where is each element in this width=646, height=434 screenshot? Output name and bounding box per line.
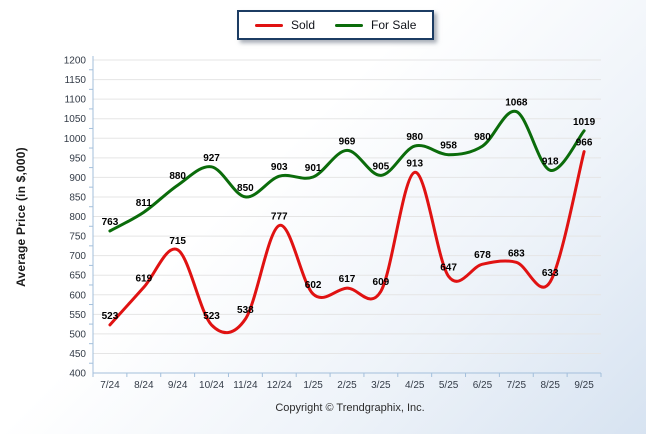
y-tick-label: 550: [69, 310, 86, 321]
y-tick-label: 750: [69, 232, 86, 243]
data-label: 602: [305, 280, 322, 291]
data-label: 918: [542, 156, 559, 167]
x-tick-label: 9/25: [574, 380, 594, 391]
legend-label-for-sale: For Sale: [371, 18, 417, 32]
y-tick-label: 600: [69, 290, 86, 301]
data-label: 683: [508, 248, 525, 259]
x-tick-label: 1/25: [303, 380, 323, 391]
data-label: 969: [339, 136, 356, 147]
data-label: 647: [440, 262, 457, 273]
legend-label-sold: Sold: [291, 18, 316, 32]
y-tick-label: 400: [69, 369, 86, 380]
x-tick-label: 6/25: [473, 380, 493, 391]
chart-legend: Sold For Sale: [237, 10, 435, 40]
x-tick-label: 11/24: [233, 380, 258, 391]
legend-item-sold[interactable]: Sold: [255, 18, 315, 32]
y-tick-label: 800: [69, 212, 86, 223]
data-label: 966: [576, 138, 593, 149]
y-tick-label: 1200: [64, 56, 87, 67]
data-label: 538: [237, 305, 254, 316]
x-tick-label: 12/24: [267, 380, 292, 391]
data-label: 633: [542, 268, 559, 279]
data-label: 777: [271, 211, 288, 222]
x-tick-label: 7/24: [100, 380, 120, 391]
data-label: 905: [373, 161, 390, 172]
x-tick-label: 8/24: [134, 380, 154, 391]
y-tick-label: 850: [69, 192, 86, 203]
data-label: 678: [474, 250, 491, 261]
x-tick-label: 10/24: [199, 380, 224, 391]
y-tick-label: 1050: [64, 114, 87, 125]
y-tick-label: 650: [69, 271, 86, 282]
data-label: 617: [339, 274, 356, 285]
y-tick-label: 900: [69, 173, 86, 184]
data-label: 523: [203, 311, 220, 322]
for-sale-line: [108, 110, 586, 233]
data-label: 903: [271, 162, 288, 173]
data-label: 1068: [505, 98, 528, 109]
data-label: 715: [169, 236, 186, 247]
y-tick-label: 1000: [64, 134, 87, 145]
y-axis-title: Average Price (in $,000): [14, 147, 28, 287]
data-label: 609: [373, 277, 390, 288]
x-tick-label: 4/25: [405, 380, 425, 391]
data-label: 927: [203, 153, 220, 164]
data-label: 980: [406, 132, 423, 143]
y-tick-label: 950: [69, 153, 86, 164]
x-tick-label: 5/25: [439, 380, 459, 391]
x-tick-label: 8/25: [540, 380, 560, 391]
x-tick-label: 9/24: [168, 380, 188, 391]
data-label: 619: [135, 273, 152, 284]
y-tick-label: 500: [69, 329, 86, 340]
data-label: 811: [136, 198, 153, 209]
data-label: 1019: [573, 117, 596, 128]
data-label: 901: [305, 163, 322, 174]
x-tick-label: 7/25: [507, 380, 527, 391]
data-label: 763: [102, 217, 119, 228]
data-label: 523: [102, 311, 119, 322]
x-tick-label: 3/25: [371, 380, 391, 391]
data-label: 850: [237, 183, 254, 194]
y-tick-label: 450: [69, 349, 86, 360]
x-tick-label: 2/25: [337, 380, 357, 391]
copyright-text: Copyright © Trendgraphix, Inc.: [275, 402, 425, 414]
legend-item-for-sale[interactable]: For Sale: [335, 18, 416, 32]
data-label: 980: [474, 132, 491, 143]
y-tick-label: 1100: [64, 95, 86, 106]
y-tick-label: 700: [69, 251, 86, 262]
sold-line: [108, 150, 586, 334]
data-label: 958: [440, 141, 457, 152]
for-sale-line-swatch: [335, 23, 364, 27]
data-label: 913: [406, 158, 423, 169]
sold-line-swatch: [255, 23, 283, 27]
data-label: 880: [169, 171, 186, 182]
y-tick-label: 1150: [64, 75, 86, 86]
